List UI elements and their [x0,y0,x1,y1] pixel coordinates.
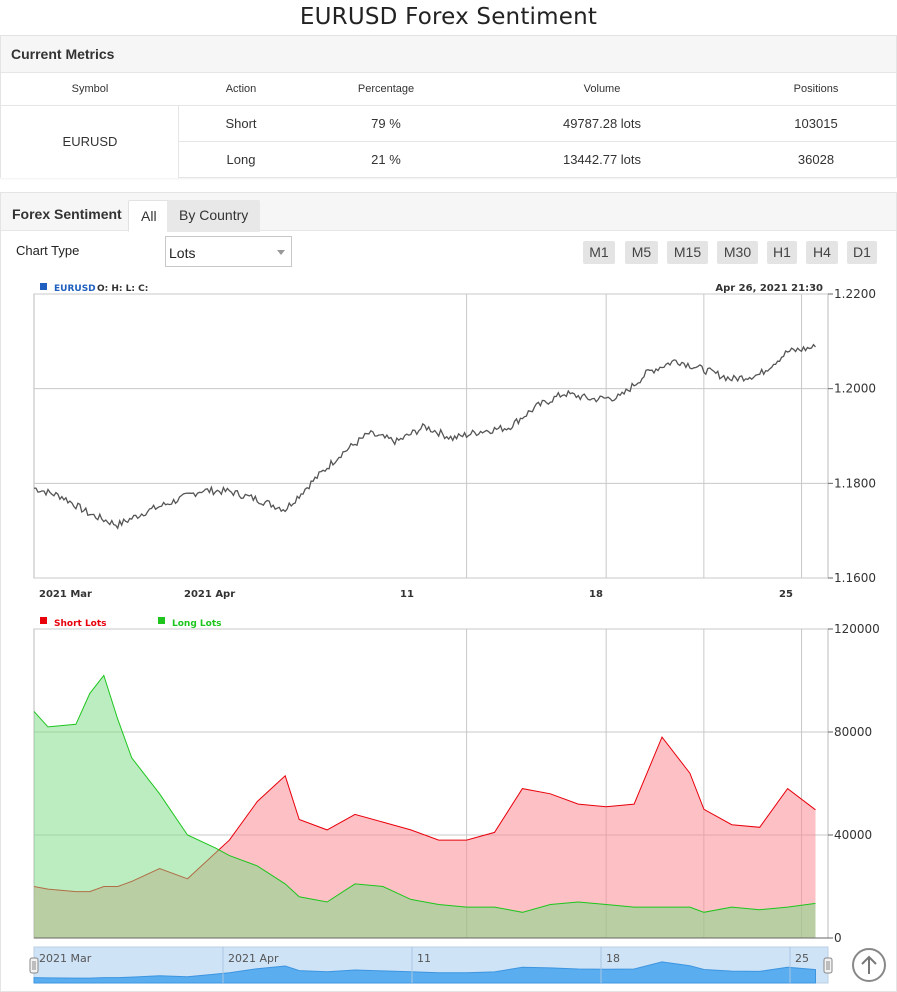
metrics-header-row: Symbol Action Percentage Volume Position… [1,73,896,106]
tab-by-country[interactable]: By Country [167,200,261,232]
navigator-left-handle[interactable] [29,957,39,974]
cell-action: Long [226,152,256,167]
price-y-tick-label: 1.2000 [834,382,876,396]
timeframe-m30-button[interactable]: M30 [717,241,758,264]
cell-volume: 49787.28 lots [562,116,642,131]
column-header-percentage: Percentage [357,83,415,95]
navigator-x-label: 2021 Apr [228,952,279,965]
price-legend-symbol: EURUSD [54,284,96,294]
cell-volume: 13442.77 lots [562,152,642,167]
navigator-x-label: 2021 Mar [39,952,92,965]
lots-y-tick-label: 80000 [834,725,872,739]
price-y-tick-label: 1.1600 [834,571,876,585]
metrics-table: Symbol Action Percentage Volume Position… [1,73,896,178]
timeframe-m5-button[interactable]: M5 [625,241,658,264]
lots-y-tick-label: 0 [834,931,842,945]
price-x-tick-label: 18 [589,589,603,600]
price-x-tick-label: 2021 Mar [39,589,92,600]
navigator-x-label: 18 [606,952,620,965]
navigator-x-label: 25 [795,952,809,965]
navigator-series [33,961,816,984]
timeframe-m1-button[interactable]: M1 [583,241,615,264]
navigator-x-label: 11 [417,952,431,965]
short-lots-legend-label: Short Lots [54,619,107,629]
price-plot-area [33,293,829,579]
price-x-tick-label: 11 [400,589,414,600]
price-y-tick-label: 1.1800 [834,476,876,490]
navigator-right-handle[interactable] [823,957,833,974]
lots-y-tick-label: 120000 [834,622,880,636]
price-x-tick-label: 2021 Apr [184,589,235,600]
column-header-volume: Volume [583,83,621,95]
cell-percentage: 21 % [371,152,401,167]
short-lots-legend-marker [40,617,47,624]
current-metrics-panel: Current Metrics Symbol Action Percentage… [0,35,897,178]
timeframe-d1-button[interactable]: D1 [847,241,877,264]
price-y-tick-label: 1.2200 [834,287,876,301]
long-lots-legend-marker [158,617,165,624]
chart-type-select[interactable]: Lots [165,236,292,267]
price-timestamp: Apr 26, 2021 21:30 [715,283,823,294]
cell-positions: 103015 [794,116,838,131]
symbol-value: EURUSD [62,134,118,149]
column-header-positions: Positions [793,83,839,95]
timeframe-h4-button[interactable]: H4 [806,241,838,264]
forex-sentiment-heading: Forex Sentiment [12,206,122,222]
long-lots-area [34,675,816,938]
timeframe-h1-button[interactable]: H1 [767,241,797,264]
chart-type-value: Lots [169,245,196,261]
price-x-tick-label: 25 [779,589,793,600]
price-legend-marker [40,283,47,290]
column-header-action: Action [225,83,257,95]
lots-y-tick-label: 40000 [834,828,872,842]
arrow-up-icon [861,955,877,974]
sentiment-tab-bar: Forex Sentiment All By Country [1,193,896,232]
cell-positions: 36028 [797,152,835,167]
cell-percentage: 79 % [371,116,401,131]
chevron-down-icon [277,250,285,255]
table-row-long: Long 21 % 13442.77 lots 36028 [1,142,896,178]
current-metrics-heading: Current Metrics [1,36,896,73]
long-lots-line [33,674,816,913]
tab-all[interactable]: All [128,200,170,232]
timeframe-m15-button[interactable]: M15 [667,241,708,264]
page-title: EURUSD Forex Sentiment [299,4,598,30]
price-line-series [33,343,816,530]
table-row-short: Short 79 % 49787.28 lots 103015 [1,106,896,142]
cell-action: Short [225,116,257,131]
price-legend-ohlc: O: H: L: C: [97,284,148,294]
scroll-to-top-button[interactable] [852,948,886,982]
long-lots-legend-label: Long Lots [172,619,221,629]
chart-type-label: Chart Type [16,243,80,258]
column-header-symbol: Symbol [71,83,109,95]
symbol-cell: EURUSD [1,106,179,178]
